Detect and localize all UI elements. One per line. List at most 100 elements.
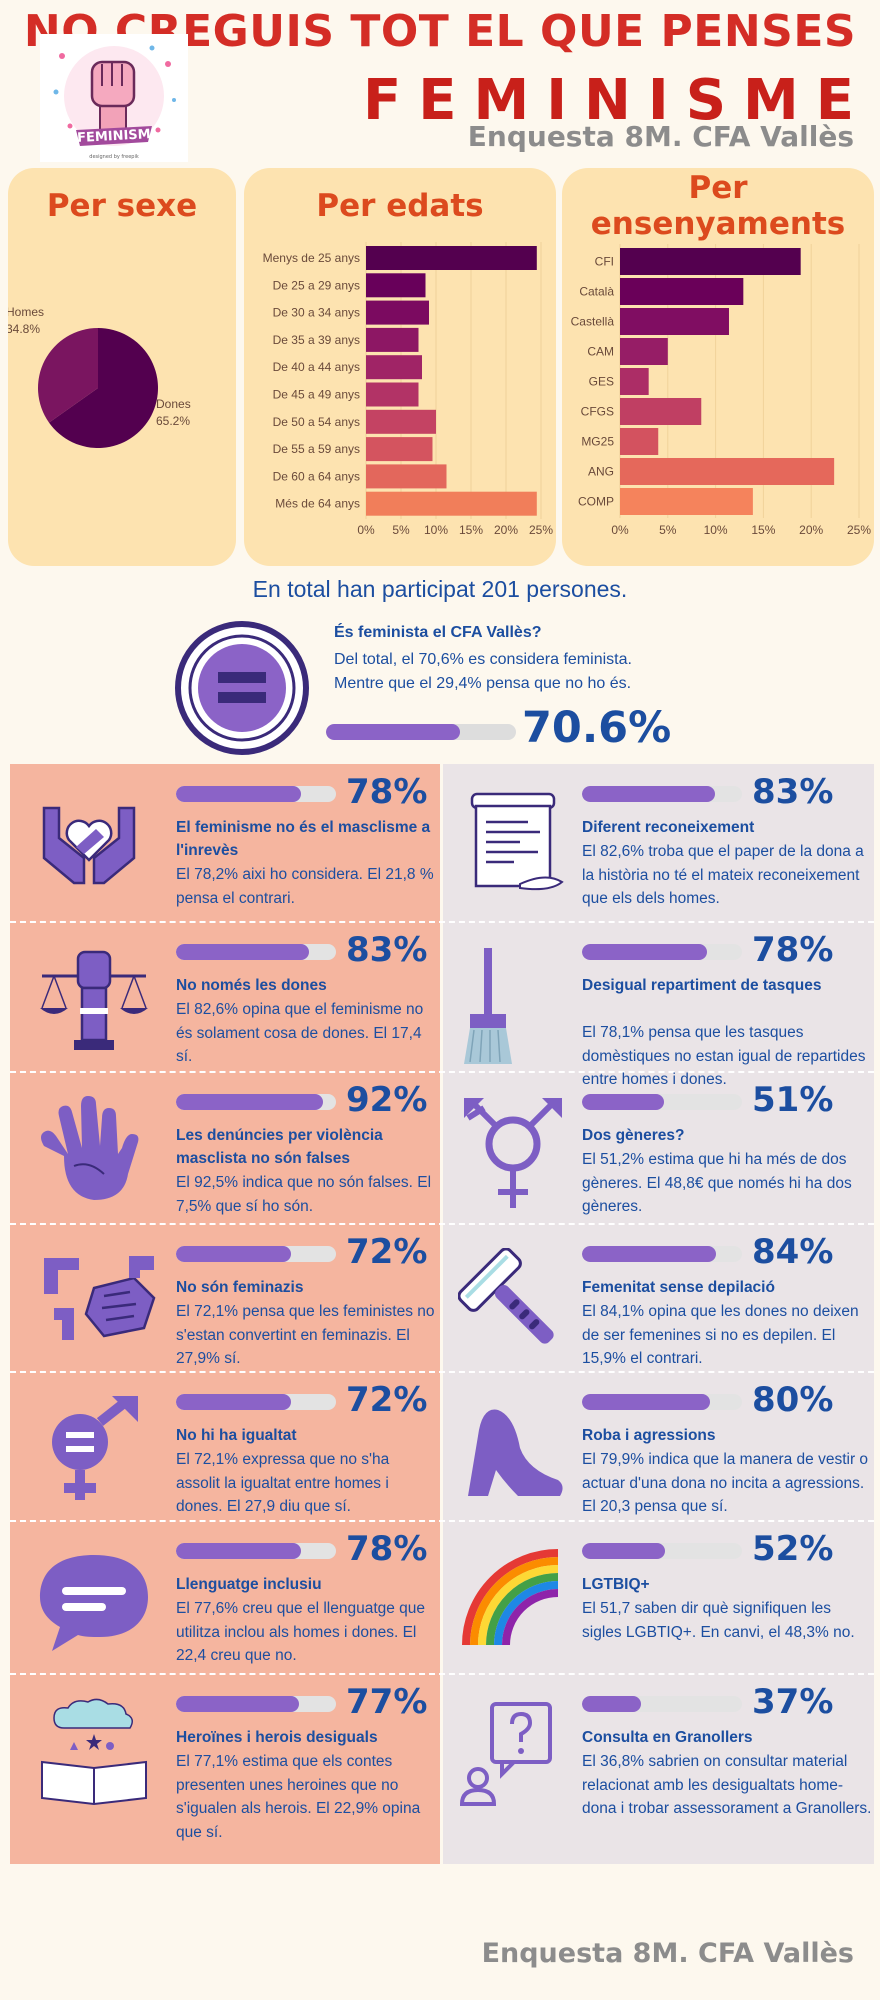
razor-icon bbox=[457, 1247, 568, 1363]
category-label: De 60 a 64 anys bbox=[273, 469, 360, 483]
left-item-1-progress-fill bbox=[176, 786, 301, 802]
right-item-4-percent: 84% bbox=[752, 1232, 834, 1272]
bar bbox=[620, 458, 835, 485]
left-item-4-progress-bar bbox=[176, 1246, 336, 1262]
left-item-2-title: No només les dones bbox=[176, 977, 327, 994]
right-item-3-title: Dos gèneres? bbox=[582, 1127, 685, 1144]
right-item-3-percent: 51% bbox=[752, 1080, 834, 1120]
right-item-2-progress-bar bbox=[582, 944, 742, 960]
speech-bubble-icon bbox=[34, 1545, 154, 1660]
bar bbox=[366, 327, 419, 352]
x-tick-label: 20% bbox=[494, 523, 518, 537]
x-tick-label: 10% bbox=[424, 523, 448, 537]
left-item-7-text: El 77,1% estima que els contes presenten… bbox=[176, 1753, 421, 1841]
category-label: CFI bbox=[595, 255, 614, 269]
logo-text: FEMINISM bbox=[77, 127, 151, 146]
bar bbox=[620, 368, 649, 395]
right-item-4-progress-fill bbox=[582, 1246, 717, 1262]
left-item-5-progress-fill bbox=[176, 1394, 292, 1410]
logo-credit: designed by freepik bbox=[89, 154, 139, 160]
bar bbox=[366, 437, 433, 462]
right-item-5-progress-bar bbox=[582, 1394, 742, 1410]
right-item-2-percent: 78% bbox=[752, 930, 834, 970]
right-item-6-percent: 52% bbox=[752, 1529, 834, 1569]
hands-heart-icon bbox=[34, 788, 144, 893]
right-item-5-percent: 80% bbox=[752, 1380, 834, 1420]
right-item-4-progress-bar bbox=[582, 1246, 742, 1262]
pie-slice-homes bbox=[38, 328, 98, 423]
right-item-1-text: El 82,6% troba que el paper de la dona a… bbox=[582, 843, 864, 907]
right-item-7-progress-fill bbox=[582, 1696, 642, 1712]
bar bbox=[620, 428, 659, 455]
right-item-3-progress-fill bbox=[582, 1094, 664, 1110]
left-item-4-text: El 72,1% pensa que les feministes no s'e… bbox=[176, 1303, 435, 1367]
fist-scales-icon bbox=[34, 946, 154, 1061]
bar bbox=[620, 308, 729, 335]
feminist-progress-bar bbox=[326, 724, 516, 740]
x-tick-label: 20% bbox=[799, 523, 823, 537]
left-item-4-progress-fill bbox=[176, 1246, 292, 1262]
right-item-6-progress-bar bbox=[582, 1543, 742, 1559]
left-item-7-progress-bar bbox=[176, 1696, 336, 1712]
right-item-6-title: LGTBIQ+ bbox=[582, 1576, 650, 1593]
open-book-icon bbox=[34, 1698, 154, 1813]
right-item-3-progress-bar bbox=[582, 1094, 742, 1110]
right-item-7-title: Consulta en Granollers bbox=[582, 1729, 753, 1746]
category-label: CFGS bbox=[581, 405, 614, 419]
right-item-1-percent: 83% bbox=[752, 772, 834, 812]
education-panel-title-line1: Per bbox=[688, 170, 748, 206]
left-item-1-title: El feminisme no és el masclisme a l'inre… bbox=[176, 819, 431, 859]
category-label: De 40 a 44 anys bbox=[273, 360, 360, 374]
left-item-6-percent: 78% bbox=[346, 1529, 428, 1569]
gender-equal-icon bbox=[34, 1396, 144, 1511]
right-item-5-progress-fill bbox=[582, 1394, 710, 1410]
transgender-symbol-icon bbox=[458, 1096, 568, 1221]
bar bbox=[366, 409, 436, 434]
age-bar-chart: 0% 5% 10% 15% 20% 25% Menys de 25 anys De 25 a … bbox=[263, 242, 553, 537]
footer-text: Enquesta 8M. CFA Vallès bbox=[481, 1938, 854, 1969]
left-item-5-title: No hi ha igualtat bbox=[176, 1427, 297, 1444]
feminist-question: És feminista el CFA Vallès? bbox=[334, 624, 542, 641]
row-divider bbox=[10, 1071, 874, 1073]
category-label: CAM bbox=[587, 345, 614, 359]
education-panel: Per ensenyaments 0% 5% 10% 15% 20% 25% CFI Cata… bbox=[562, 168, 874, 566]
rainbow-icon bbox=[458, 1545, 568, 1660]
right-item-3-text: El 51,2% estima que hi ha més de dos gèn… bbox=[582, 1151, 852, 1215]
bar bbox=[620, 398, 702, 425]
left-item-2-progress-fill bbox=[176, 944, 309, 960]
left-item-5-percent: 72% bbox=[346, 1380, 428, 1420]
left-item-1-percent: 78% bbox=[346, 772, 428, 812]
question-person-icon bbox=[458, 1698, 568, 1813]
category-label: Castellà bbox=[571, 315, 615, 329]
category-label: MG25 bbox=[581, 435, 614, 449]
x-tick-label: 0% bbox=[611, 523, 629, 537]
feminist-text: Del total, el 70,6% es considera feminis… bbox=[334, 651, 632, 692]
x-tick-label: 15% bbox=[751, 523, 775, 537]
left-item-4-percent: 72% bbox=[346, 1232, 428, 1272]
bar bbox=[366, 246, 537, 270]
bar bbox=[366, 355, 422, 380]
bar bbox=[366, 491, 537, 516]
left-item-2-percent: 83% bbox=[346, 930, 428, 970]
bar bbox=[366, 382, 419, 407]
broom-icon bbox=[458, 946, 518, 1071]
feminist-percent: 70.6% bbox=[522, 703, 672, 753]
total-participants: En total han participat 201 persones. bbox=[252, 576, 628, 602]
education-bar-chart: 0% 5% 10% 15% 20% 25% CFI Català Castellà CAM GES C… bbox=[571, 244, 871, 537]
survey-results-grid: 78% El feminisme no és el masclisme a l'i… bbox=[10, 764, 874, 1864]
right-item-7-percent: 37% bbox=[752, 1682, 834, 1722]
age-panel-title: Per edats bbox=[316, 188, 484, 224]
bar bbox=[366, 300, 429, 325]
bar bbox=[620, 338, 668, 365]
bar bbox=[620, 278, 744, 305]
right-item-1-progress-bar bbox=[582, 786, 742, 802]
sex-panel: Per sexe Dones 65.2% Homes 34.8% bbox=[8, 168, 236, 566]
pie-value-dones: 65.2% bbox=[156, 414, 190, 428]
right-item-7-text: El 36,8% sabrien on consultar material r… bbox=[582, 1753, 872, 1817]
left-item-6-progress-fill bbox=[176, 1543, 301, 1559]
education-panel-title-line2: ensenyaments bbox=[590, 206, 846, 242]
left-item-7-title: Heroïnes i herois desiguals bbox=[176, 1729, 378, 1746]
left-item-3-title: Les denúncies per violència masclista no… bbox=[176, 1127, 383, 1167]
right-item-2-text: El 78,1% pensa que les tasques domèstiqu… bbox=[582, 1024, 866, 1088]
left-item-5-progress-bar bbox=[176, 1394, 336, 1410]
